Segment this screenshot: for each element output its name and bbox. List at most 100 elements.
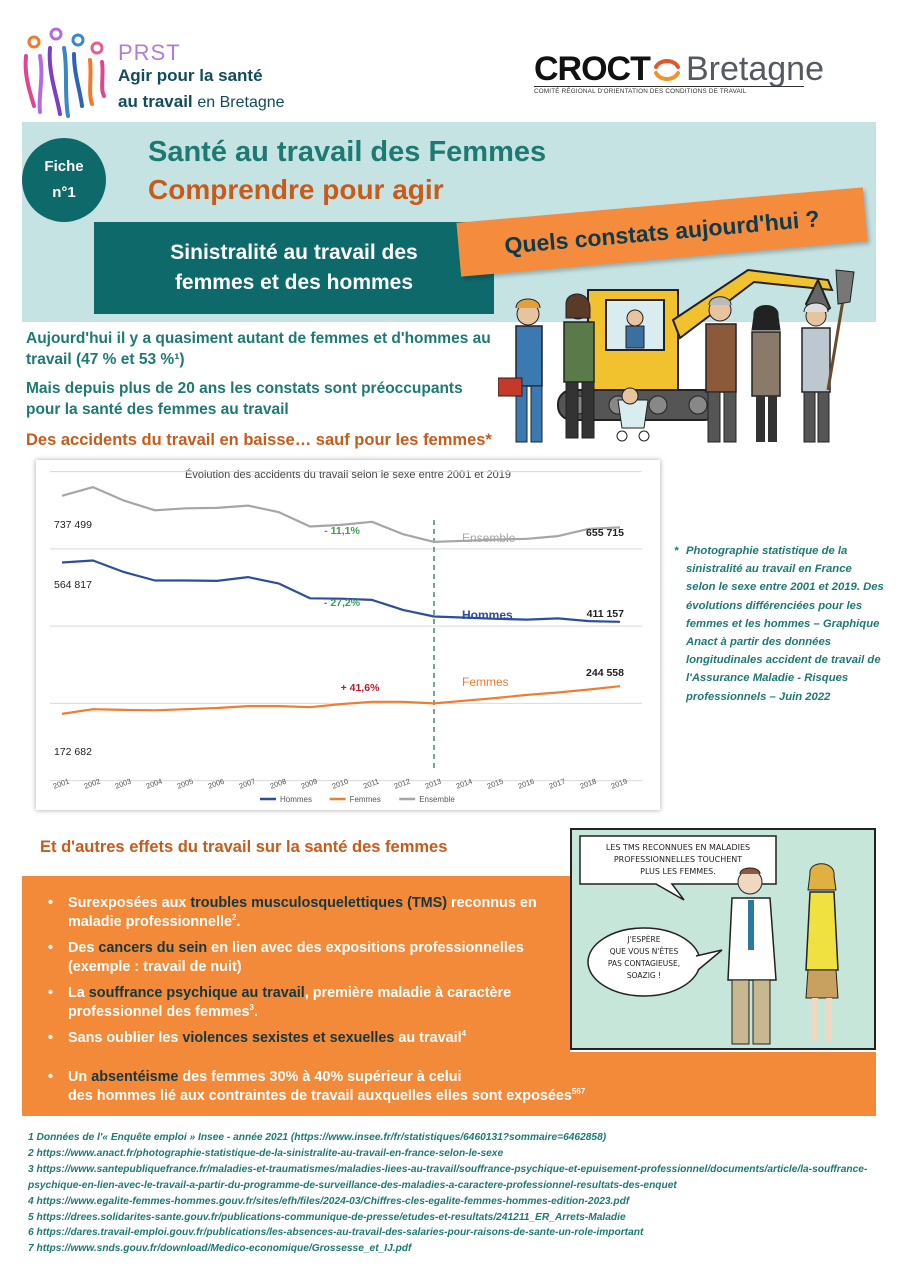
x-tick-label: 2006 <box>207 777 226 791</box>
speech-bubble-1 <box>579 835 777 901</box>
x-tick-label: 2018 <box>579 777 598 791</box>
x-tick-label: 2015 <box>486 777 505 791</box>
absenteeism-item: Un absentéisme des femmes 30% à 40% supé… <box>48 1068 868 1106</box>
x-tick-label: 2010 <box>331 777 350 791</box>
variation-annotation: - 27,2% <box>324 597 361 609</box>
worker-woman-green <box>563 293 595 439</box>
effect-item: La souffrance psychique au travail, prem… <box>48 984 560 1022</box>
svg-text:J'ESPÈRE: J'ESPÈRE <box>627 935 661 944</box>
series-name-label: Femmes <box>462 675 509 689</box>
chart-caption: * Photographie statistique de la sinistr… <box>674 542 884 706</box>
x-tick-label: 2009 <box>300 777 319 791</box>
chart-x-axis: 2001 2002 2003 2004 2005 2006 2007 2008 2009 2010… <box>52 777 629 791</box>
effect-item: Surexposées aux troubles musculosquelett… <box>48 894 560 932</box>
prst-subtitle-line2: au travail en Bretagne <box>118 92 285 112</box>
caption-text: Photographie statistique de la sinistral… <box>686 545 884 703</box>
footnotes: 1 Données de l'« Enquête emploi » Insee … <box>28 1130 878 1257</box>
series-line-hommes <box>61 559 621 623</box>
data-label: 655 715 <box>586 527 624 539</box>
croct-tagline: COMITÉ RÉGIONAL D'ORIENTATION DES CONDIT… <box>534 86 804 95</box>
chart-frame <box>36 460 660 810</box>
legend-label: Femmes <box>350 795 381 804</box>
x-tick-label: 2001 <box>52 777 71 791</box>
chart-labels: 737 499 655 715 564 817 411 157 172 682 244 5… <box>54 519 624 758</box>
svg-text:LES TMS RECONNUES EN MALADIES: LES TMS RECONNUES EN MALADIES <box>606 843 750 852</box>
footnote-6: 6 https://dares.travail-emploi.gouv.fr/p… <box>28 1227 644 1239</box>
prst-subtitle-rest: en Bretagne <box>197 94 285 111</box>
croct-logo-word: CROCT <box>534 50 651 88</box>
x-tick-label: 2004 <box>145 777 164 791</box>
series-name-label: Hommes <box>462 608 513 622</box>
data-label: 244 558 <box>586 667 624 679</box>
page-subtitle: Comprendre pour agir <box>148 174 444 205</box>
fiche-badge: Fiche n°1 <box>22 138 106 222</box>
croct-swirl-icon <box>654 59 680 81</box>
svg-text:QUE VOUS N'ÊTES: QUE VOUS N'ÊTES <box>610 947 679 956</box>
topic-line1: Sinistralité au travail des <box>170 241 418 264</box>
footnote-3: 3 https://www.santepubliquefrance.fr/mal… <box>28 1163 868 1191</box>
footnote-2: 2 https://www.anact.fr/photographie-stat… <box>28 1147 504 1159</box>
intro-paragraph-1: Aujourd'hui il y a quasiment autant de f… <box>26 330 491 368</box>
fiche-number: n°1 <box>52 184 76 201</box>
x-tick-label: 2013 <box>424 777 443 791</box>
variation-annotation: + 41,6% <box>341 682 380 694</box>
effects-list: Surexposées aux troubles musculosquelett… <box>48 894 560 1055</box>
legend-label: Ensemble <box>419 795 455 804</box>
workers-illustration <box>498 268 855 443</box>
series-line-ensemble <box>61 486 621 544</box>
x-tick-label: 2014 <box>455 777 474 791</box>
effect-item: Des cancers du sein en lien avec des exp… <box>48 939 560 977</box>
footnote-4: 4 https://www.egalite-femmes-hommes.gouv… <box>28 1195 630 1207</box>
worker-woman-overalls <box>498 298 543 443</box>
series-name-label: Ensemble <box>462 531 516 545</box>
accidents-line-chart: Évolution des accidents du travail selon… <box>50 468 642 804</box>
prst-subtitle-line1: Agir pour la santé <box>118 66 263 85</box>
worker-man-brown <box>705 296 737 443</box>
data-label: 411 157 <box>587 608 625 620</box>
prst-subtitle-bold: au travail <box>118 92 193 111</box>
legend-label: Hommes <box>280 795 312 804</box>
x-tick-label: 2007 <box>238 777 257 791</box>
footnote-7: 7 https://www.snds.gouv.fr/download/Medi… <box>28 1243 412 1255</box>
section-heading-accidents: Des accidents du travail en baisse… sauf… <box>26 431 492 449</box>
x-tick-label: 2002 <box>83 777 102 791</box>
x-tick-label: 2019 <box>610 777 629 791</box>
comic-drawing: LES TMS RECONNUES EN MALADIES PROFESSION… <box>579 835 839 1045</box>
stroller-image <box>616 387 650 442</box>
comic-woman <box>805 863 839 1042</box>
topic-box: Sinistralité au travail des femmes et de… <box>94 222 494 314</box>
page-title: Santé au travail des Femmes <box>148 136 547 168</box>
data-label: 737 499 <box>54 519 92 531</box>
topic-line2: femmes et des hommes <box>174 271 414 294</box>
variation-annotation: - 11,1% <box>324 525 360 537</box>
svg-text:PROFESSIONNELLES TOUCHENT: PROFESSIONNELLES TOUCHENT <box>614 855 742 864</box>
chart-gridlines <box>50 471 642 782</box>
comic-man <box>727 867 777 1045</box>
x-tick-label: 2017 <box>548 777 567 791</box>
x-tick-label: 2011 <box>362 777 380 791</box>
excavator-image <box>557 268 834 421</box>
worker-woman-coat <box>751 305 781 442</box>
footnote-1: 1 Données de l'« Enquête emploi » Insee … <box>28 1132 607 1143</box>
section-heading-effects: Et d'autres effets du travail sur la san… <box>40 838 448 856</box>
x-tick-label: 2016 <box>517 777 536 791</box>
svg-text:PAS CONTAGIEUSE,: PAS CONTAGIEUSE, <box>608 959 680 968</box>
chart-legend: Hommes Femmes Ensemble <box>260 795 455 804</box>
x-tick-label: 2012 <box>393 777 412 791</box>
croct-logo-region: Bretagne <box>686 50 824 88</box>
chart-series <box>61 486 621 715</box>
x-tick-label: 2003 <box>114 777 133 791</box>
effect-item: Sans oublier les violences sexistes et s… <box>48 1029 560 1048</box>
worker-man-shovel <box>801 269 855 443</box>
data-label: 564 817 <box>54 579 92 591</box>
fiche-label: Fiche <box>44 158 84 175</box>
intro-paragraph-2: Mais depuis plus de 20 ans les constats … <box>26 380 463 418</box>
series-line-femmes <box>61 685 621 715</box>
absenteeism-list: Un absentéisme des femmes 30% à 40% supé… <box>48 1068 868 1113</box>
comic-panel: LES TMS RECONNUES EN MALADIES PROFESSION… <box>570 828 876 1050</box>
footnote-5: 5 https://drees.solidarites-sante.gouv.f… <box>28 1211 626 1223</box>
x-tick-label: 2008 <box>269 777 288 791</box>
x-tick-label: 2005 <box>176 777 195 791</box>
prst-logo <box>23 27 106 118</box>
data-label: 172 682 <box>54 746 92 758</box>
